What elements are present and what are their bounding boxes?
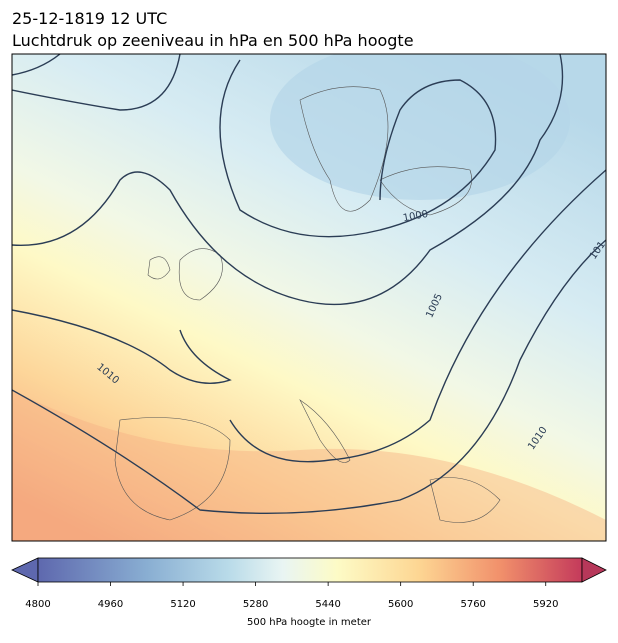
colorbar-extend-high [581, 557, 607, 583]
subtitle: Luchtdruk op zeeniveau in hPa en 500 hPa… [12, 31, 414, 50]
colorbar-label: 500 hPa hoogte in meter [247, 617, 372, 628]
colorbar-tick-label: 5920 [533, 599, 558, 610]
isobar [12, 169, 606, 463]
colorbar [11, 557, 607, 583]
isobar [12, 54, 564, 306]
colorbar-extend-low [11, 557, 39, 583]
isobar [219, 59, 497, 238]
colorbar-tick-label: 5760 [460, 599, 485, 610]
colorbar-tick-label: 5600 [388, 599, 413, 610]
isobar [12, 54, 61, 76]
isobar [12, 54, 181, 111]
isobar [12, 239, 606, 515]
colorbar-tick-label: 5280 [243, 599, 268, 610]
warm-area [12, 390, 606, 541]
coastline [114, 86, 501, 523]
colorbar-body [37, 557, 583, 583]
colorbar-tick-label: 5120 [170, 599, 195, 610]
colorbar-tick-label: 4960 [98, 599, 123, 610]
contour-label: 1000 [402, 209, 429, 224]
map-frame [11, 53, 607, 542]
map [12, 54, 606, 541]
low-height-area [270, 54, 570, 200]
colorbar-tick-label: 4800 [25, 599, 50, 610]
title: 25-12-1819 12 UTC [12, 9, 167, 28]
colorbar-tick-label: 5440 [315, 599, 340, 610]
